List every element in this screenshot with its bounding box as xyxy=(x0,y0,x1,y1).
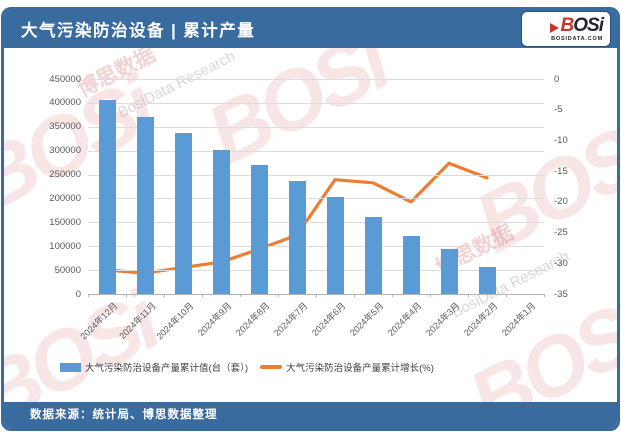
legend: 大气污染防治设备产量累计值(台（套）) 大气污染防治设备产量累计增长(%) xyxy=(60,360,434,374)
left-axis-tick-label: 150000 xyxy=(49,216,81,228)
right-axis-tick-label: -30 xyxy=(554,257,568,269)
bosi-logo: B OSi BOSIDATA.COM xyxy=(522,12,610,46)
axis-tick-mark xyxy=(544,294,545,297)
x-axis-tick-label: 2024年8月 xyxy=(233,300,272,338)
bar xyxy=(174,133,192,294)
gridline xyxy=(88,246,544,248)
logo-letter-b: B xyxy=(560,15,575,36)
footer: 数据来源：统计局、博思数据整理 xyxy=(4,402,617,428)
x-axis-tick-label: 2024年7月 xyxy=(271,300,310,338)
axis-tick-mark xyxy=(278,294,279,297)
gridline xyxy=(88,126,544,128)
axis-tick-mark xyxy=(88,294,89,297)
x-axis-tick-label: 2024年11月 xyxy=(116,300,158,341)
left-axis-tick-label: 200000 xyxy=(49,192,81,204)
x-axis-tick-label: 2024年1月 xyxy=(499,300,538,338)
plot-area xyxy=(88,79,545,297)
axis-tick-mark xyxy=(240,294,241,297)
axis-tick-mark xyxy=(468,294,469,297)
left-axis-tick-label: 450000 xyxy=(49,73,81,85)
logo-arrow-icon xyxy=(549,23,559,33)
axis-tick-mark xyxy=(430,294,431,297)
x-axis-tick-label: 2024年10月 xyxy=(154,300,196,342)
axis-tick-mark xyxy=(126,294,127,297)
bar xyxy=(288,180,306,294)
data-source-text: 数据来源：统计局、博思数据整理 xyxy=(30,409,218,421)
watermark-bosi: BOSi xyxy=(454,280,617,402)
right-axis-tick-label: 0 xyxy=(554,73,560,85)
gridline xyxy=(88,150,544,152)
bar xyxy=(250,165,268,294)
x-axis-tick-label: 2024年5月 xyxy=(347,300,386,338)
x-axis-tick-label: 2024年6月 xyxy=(309,300,348,338)
gridline xyxy=(88,79,544,80)
axis-tick-mark xyxy=(202,294,203,297)
bar xyxy=(136,117,154,294)
gridline xyxy=(88,270,544,272)
legend-line-swatch-icon xyxy=(260,365,283,369)
right-axis-tick-label: -15 xyxy=(554,165,568,177)
left-axis-tick-label: 0 xyxy=(75,288,81,300)
chart-card: 大气污染防治设备 | 累计产量 B OSi BOSIDATA.COM BOSi … xyxy=(1,7,620,431)
gridline xyxy=(88,174,544,176)
header: 大气污染防治设备 | 累计产量 B OSi BOSIDATA.COM xyxy=(4,10,617,48)
legend-line-label: 大气污染防治设备产量累计增长(%) xyxy=(286,363,434,374)
logo-domain: BOSIDATA.COM xyxy=(551,36,603,42)
gridline xyxy=(88,198,544,200)
bar xyxy=(212,149,230,294)
bar xyxy=(364,217,382,294)
left-axis-tick-label: 50000 xyxy=(54,264,81,276)
left-axis-tick-label: 350000 xyxy=(49,121,81,133)
x-axis-tick-label: 2024年12月 xyxy=(78,300,120,342)
legend-bar-label: 大气污染防治设备产量累计值(台（套）) xyxy=(85,363,249,374)
axis-tick-mark xyxy=(506,294,507,297)
left-axis-tick-label: 250000 xyxy=(49,169,81,181)
axis-tick-mark xyxy=(316,294,317,297)
axis-tick-mark xyxy=(164,294,165,297)
axis-tick-mark xyxy=(392,294,393,297)
growth-line-chart xyxy=(105,161,489,275)
right-axis-tick-label: -25 xyxy=(554,227,568,239)
x-axis-tick-label: 2024年3月 xyxy=(423,300,462,338)
x-axis-tick-label: 2024年2月 xyxy=(461,300,500,338)
bar xyxy=(440,249,458,294)
left-axis-tick-label: 100000 xyxy=(49,240,81,252)
gridline xyxy=(88,222,544,224)
axis-tick-mark xyxy=(354,294,355,297)
left-axis-tick-label: 300000 xyxy=(49,145,81,157)
right-axis-tick-label: -35 xyxy=(554,288,568,300)
chart-area: BOSi BOSi BOSi BOSi BOSi 博思数据 BosiData R… xyxy=(4,48,617,402)
legend-bar-swatch-icon xyxy=(60,362,81,372)
logo-letters-osi: OSi xyxy=(573,15,604,36)
page-title: 大气污染防治设备 | 累计产量 xyxy=(21,22,256,40)
bar xyxy=(326,196,344,294)
right-axis-tick-label: -5 xyxy=(554,104,563,116)
gridline xyxy=(88,102,544,104)
bar xyxy=(402,235,420,294)
bar xyxy=(98,99,116,294)
bar xyxy=(478,267,496,294)
left-axis-tick-label: 400000 xyxy=(49,97,81,109)
right-axis-tick-label: -20 xyxy=(554,196,568,208)
x-axis-tick-label: 2024年9月 xyxy=(195,300,234,338)
x-axis-tick-label: 2024年4月 xyxy=(385,300,424,338)
logo-wordmark: B OSi xyxy=(549,15,604,36)
right-axis-tick-label: -10 xyxy=(554,134,568,146)
